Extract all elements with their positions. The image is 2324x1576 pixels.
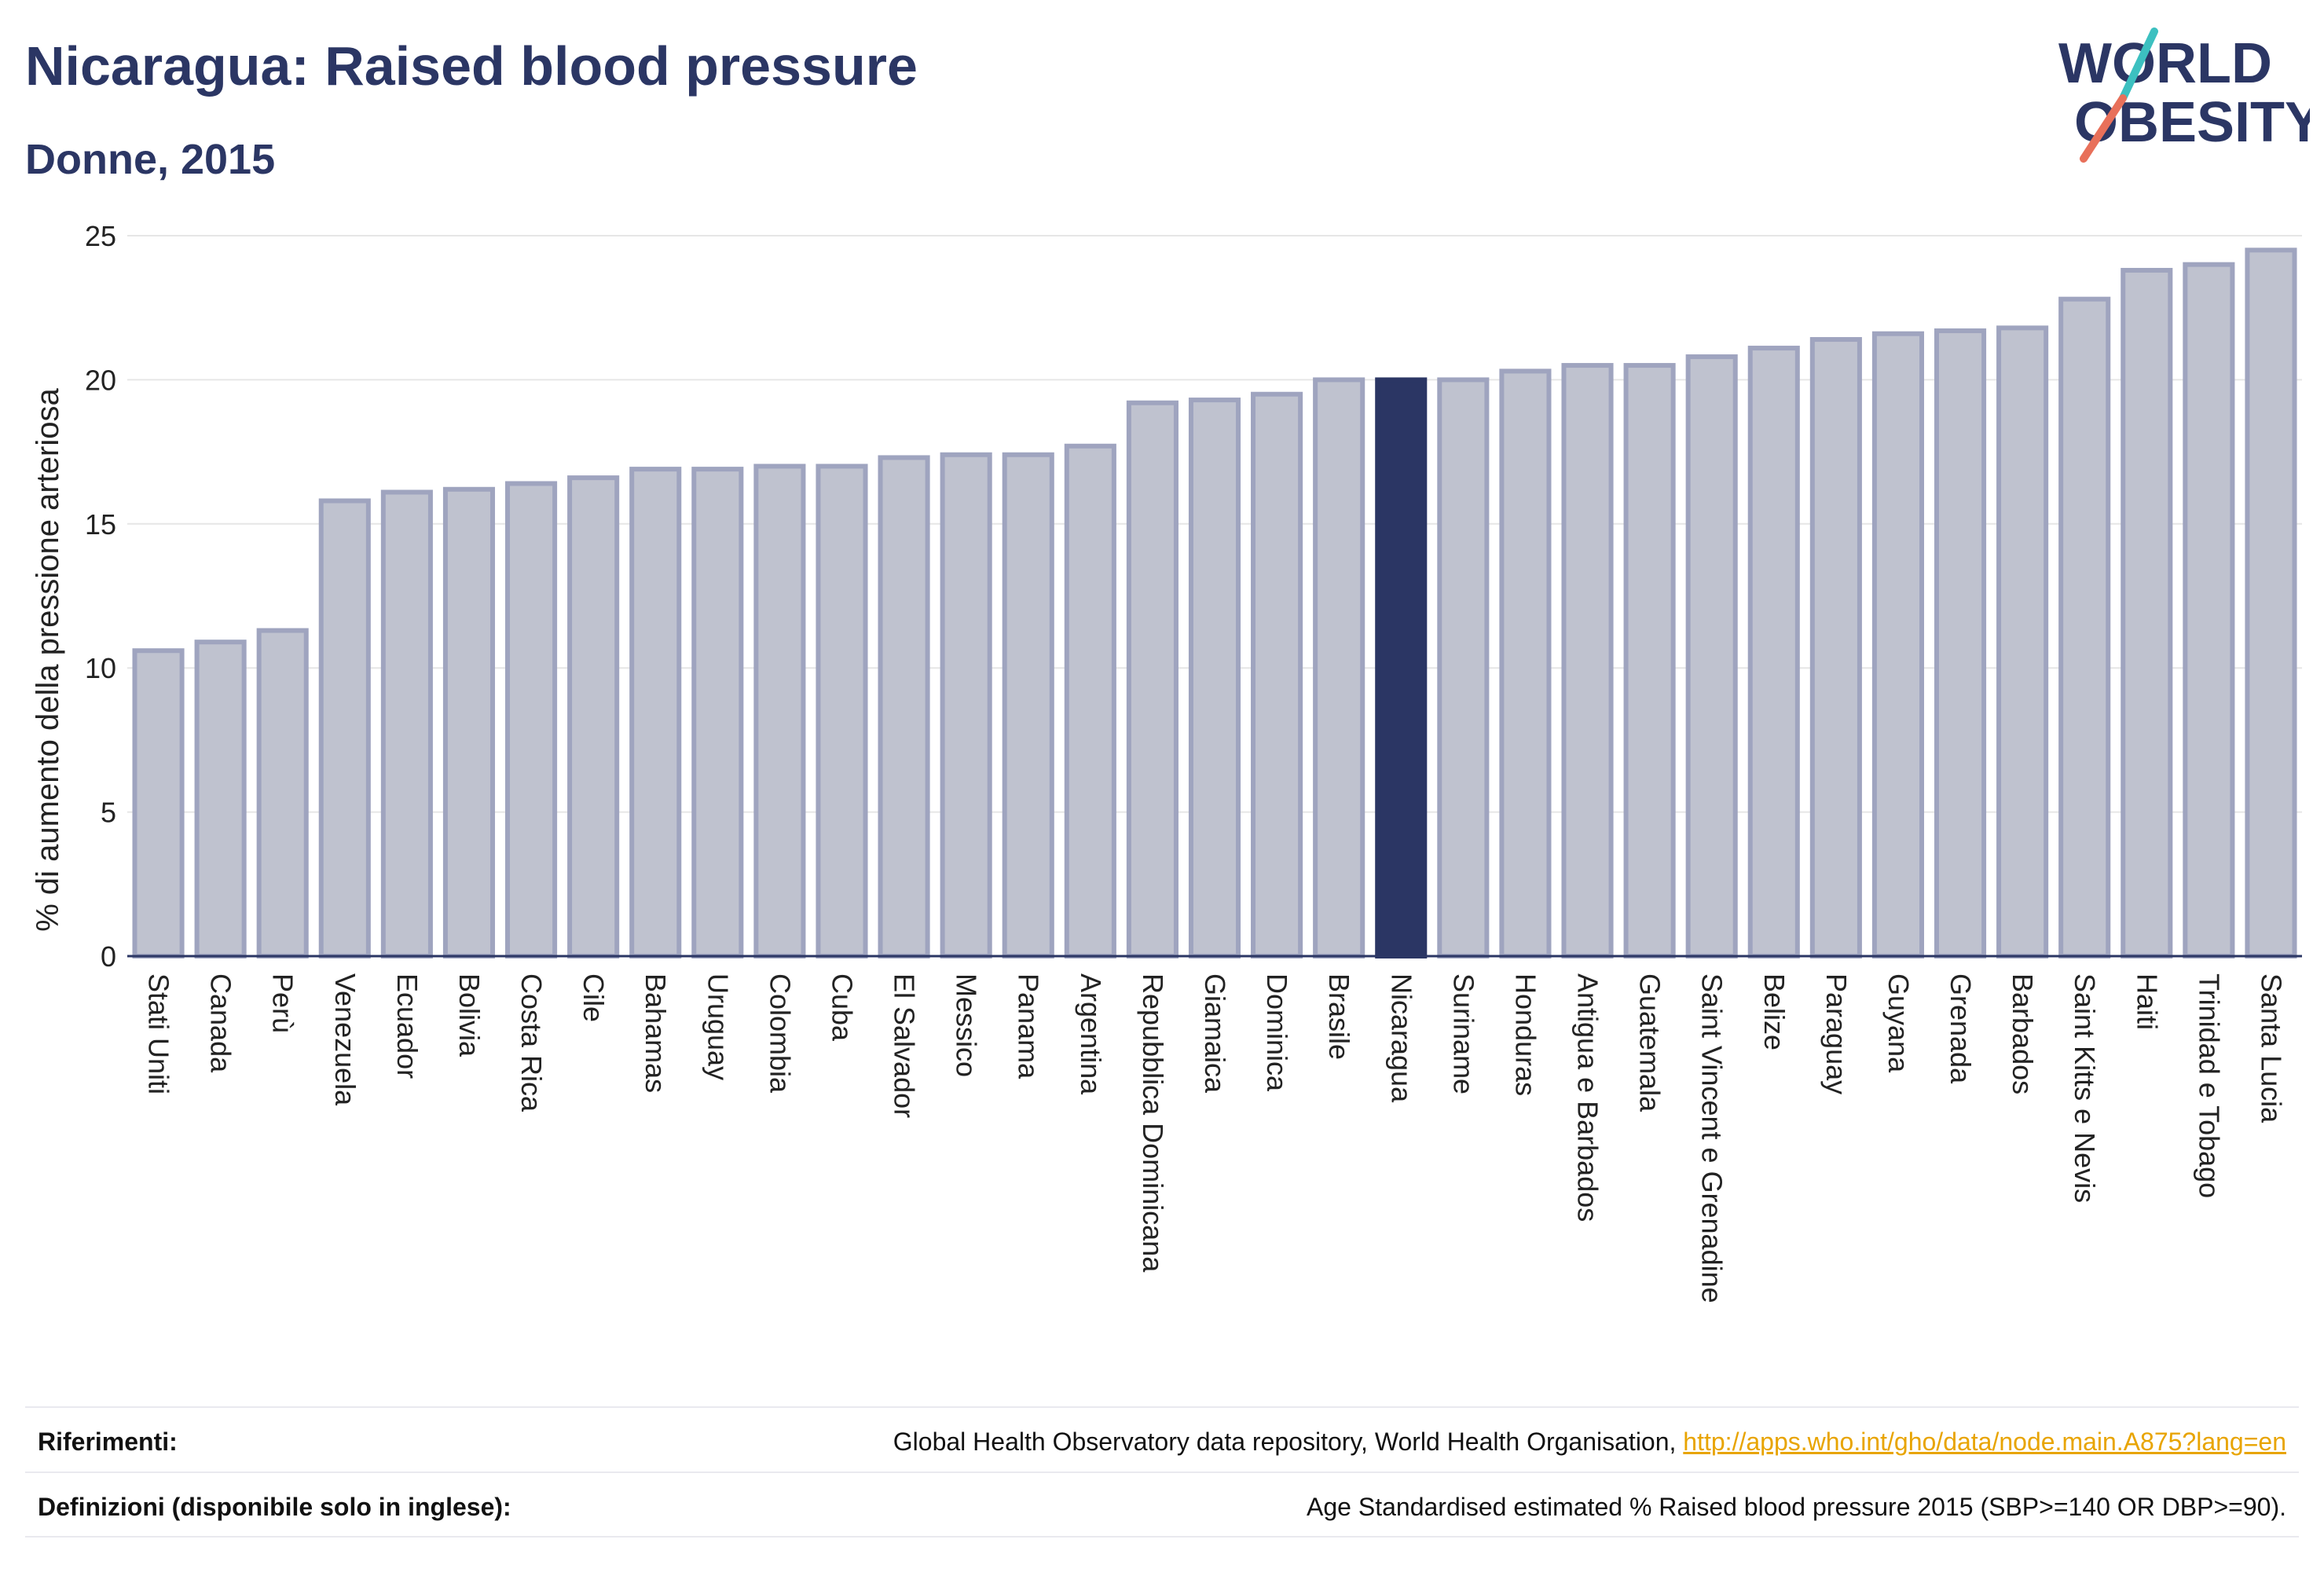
bar-belize[interactable]: [1747, 346, 1800, 958]
y-tick-label: 20: [85, 364, 116, 396]
x-tick-label: Uruguay: [702, 973, 734, 1080]
x-tick-label: Repubblica Dominicana: [1137, 973, 1169, 1273]
x-tick-label: Giamaica: [1199, 973, 1231, 1094]
x-tick-label: Guatemala: [1634, 973, 1666, 1112]
y-tick-label: 25: [85, 220, 116, 252]
x-tick-label: Dominica: [1261, 973, 1293, 1092]
x-tick-label: Colombia: [764, 973, 796, 1094]
bar-santa-lucia[interactable]: [2245, 247, 2297, 958]
world-obesity-logo: WORLD OBESITY: [2058, 27, 2310, 163]
x-tick-label: Stati Uniti: [143, 973, 175, 1094]
bar-guatemala[interactable]: [1623, 363, 1676, 958]
x-tick-label: Grenada: [1945, 973, 1977, 1084]
bar-bolivia[interactable]: [442, 486, 496, 958]
x-tick-label: Cile: [577, 973, 610, 1022]
y-tick-label: 15: [85, 508, 116, 541]
x-tick-label: Saint Kitts e Nevis: [2069, 973, 2101, 1203]
bar-venezuela[interactable]: [318, 498, 371, 958]
bar-el-salvador[interactable]: [878, 455, 930, 958]
x-tick-label: Canada: [205, 973, 237, 1073]
x-axis: Stati Uniti Canada Perù Venezuela Ecuador Bol…: [127, 955, 2302, 1303]
bar-colombia[interactable]: [753, 464, 806, 958]
bar-haiti[interactable]: [2121, 268, 2173, 958]
chart-title: Nicaragua: Raised blood pressure: [25, 35, 918, 97]
bar-dominica[interactable]: [1251, 391, 1303, 958]
bar-saint-vincent-e-grenadine[interactable]: [1685, 354, 1738, 958]
logo-slash-top-icon: [2119, 27, 2158, 102]
x-tick-label: Venezuela: [329, 973, 361, 1106]
y-axis: 0 5 10 15 20 25: [85, 220, 116, 973]
bar-suriname[interactable]: [1437, 377, 1490, 958]
y-tick-label: 10: [85, 652, 116, 684]
x-tick-label: Bahamas: [640, 973, 672, 1093]
x-tick-label: Antigua e Barbados: [1572, 973, 1604, 1222]
bar-panama[interactable]: [1002, 452, 1054, 958]
x-tick-label: Costa Rica: [515, 973, 548, 1112]
bar-canada[interactable]: [194, 640, 247, 958]
y-axis-label: % di aumento della pressione arteriosa: [31, 388, 65, 932]
bar-chart: 0 5 10 15 20 25 Stati Uniti Canada Perù Venezuel…: [31, 220, 2302, 1303]
x-tick-label: Barbados: [2007, 973, 2039, 1094]
chart-subtitle: Donne, 2015: [25, 136, 276, 183]
logo-slash-bottom-icon: [2080, 94, 2127, 163]
x-tick-label: Trinidad e Tobago: [2193, 973, 2225, 1198]
x-tick-label: Honduras: [1509, 973, 1541, 1096]
bar-guyana[interactable]: [1871, 331, 1924, 959]
bar-uruguay[interactable]: [691, 467, 744, 958]
bar-giamaica[interactable]: [1188, 398, 1241, 958]
bar-repubblica-dominicana[interactable]: [1126, 400, 1178, 958]
x-tick-label: Brasile: [1323, 973, 1355, 1060]
bar-cile[interactable]: [567, 475, 620, 958]
definitions-value: Age Standardised estimated % Raised bloo…: [1307, 1493, 2286, 1521]
bar-ecuador[interactable]: [380, 489, 433, 958]
bar-bahamas[interactable]: [629, 467, 682, 958]
x-tick-label: Saint Vincent e Grenadine: [1696, 973, 1728, 1303]
bar-argentina[interactable]: [1064, 443, 1116, 958]
x-tick-label: Nicaragua: [1385, 973, 1417, 1103]
footer-divider-bottom: [25, 1536, 2299, 1538]
bar-brasile[interactable]: [1313, 377, 1365, 958]
x-tick-label: Panama: [1013, 973, 1045, 1079]
bar-costa-rica[interactable]: [505, 481, 558, 958]
footer-divider-middle: [25, 1472, 2299, 1473]
x-tick-label: Santa Lucia: [2255, 973, 2287, 1123]
x-tick-label: Belize: [1758, 973, 1791, 1050]
x-tick-label: Bolivia: [453, 973, 486, 1057]
bar-honduras[interactable]: [1499, 368, 1552, 958]
x-tick-label: Guyana: [1882, 973, 1915, 1073]
y-tick-label: 0: [101, 940, 116, 973]
references-link[interactable]: http://apps.who.int/gho/data/node.main.A…: [1683, 1428, 2286, 1456]
bars: [132, 247, 2297, 959]
x-tick-label: Perù: [267, 973, 299, 1033]
x-tick-label: Suriname: [1447, 973, 1479, 1094]
bar-stati-uniti[interactable]: [132, 648, 185, 959]
x-tick-label: Paraguay: [1820, 973, 1853, 1094]
y-tick-label: 5: [101, 797, 116, 829]
references-label: Riferimenti:: [38, 1428, 178, 1456]
bar-messico[interactable]: [940, 452, 992, 958]
bar-per-[interactable]: [256, 628, 309, 958]
logo-text-line2: OBESITY: [2074, 91, 2310, 154]
x-tick-label: Ecuador: [391, 973, 423, 1079]
bar-antigua-e-barbados[interactable]: [1561, 363, 1614, 958]
bar-saint-kitts-e-nevis[interactable]: [2058, 296, 2111, 959]
x-tick-label: Cuba: [826, 973, 858, 1042]
definitions-label: Definizioni (disponibile solo in inglese…: [38, 1493, 511, 1521]
bar-grenada[interactable]: [1934, 328, 1987, 958]
x-tick-label: El Salvador: [889, 973, 921, 1118]
x-tick-label: Messico: [951, 973, 983, 1077]
bar-nicaragua[interactable]: [1375, 377, 1428, 958]
x-tick-label: Haiti: [2131, 973, 2163, 1030]
bar-trinidad-e-tobago[interactable]: [2183, 262, 2235, 958]
x-tick-label: Argentina: [1075, 973, 1107, 1095]
logo-text-line1: WORLD: [2058, 32, 2272, 95]
footer-divider-top: [25, 1406, 2299, 1408]
bar-cuba[interactable]: [816, 464, 868, 958]
bar-paraguay[interactable]: [1809, 337, 1862, 959]
bar-barbados[interactable]: [1996, 325, 2049, 959]
references-value: Global Health Observatory data repositor…: [893, 1428, 2286, 1457]
references-text: Global Health Observatory data repositor…: [893, 1428, 1684, 1456]
